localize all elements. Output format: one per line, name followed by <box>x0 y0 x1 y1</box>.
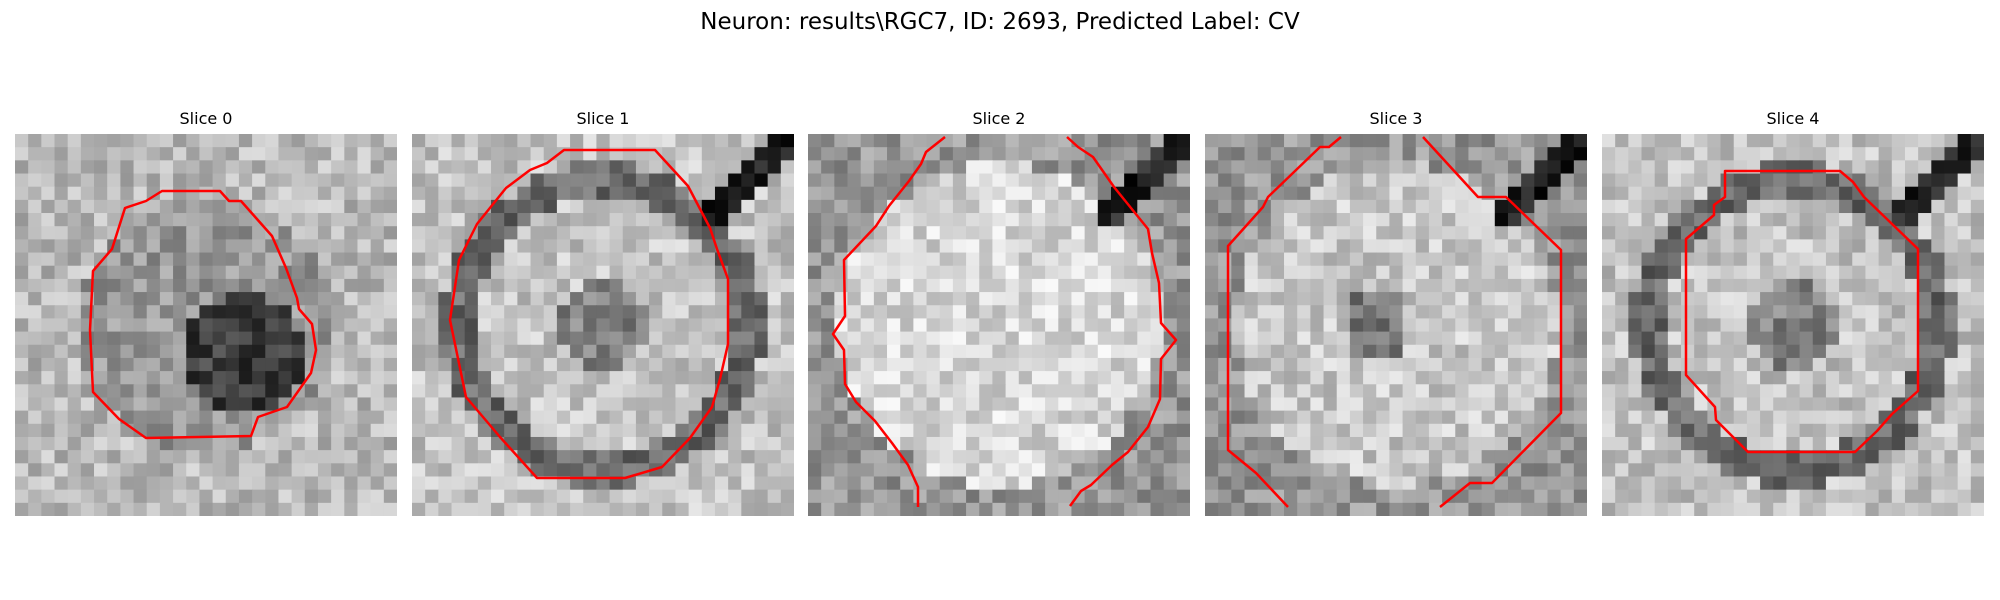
slice-panel-2: Slice 2 <box>808 108 1190 516</box>
cell-contour <box>88 189 318 440</box>
slice-title: Slice 3 <box>1369 109 1423 128</box>
slice-panel-3: Slice 3 <box>1205 108 1587 516</box>
slice-image <box>808 134 1190 516</box>
image-pixels <box>412 134 794 516</box>
image-pixels <box>1205 134 1587 516</box>
slice-panel-4: Slice 4 <box>1602 108 1984 516</box>
figure-title: Neuron: results\RGC7, ID: 2693, Predicte… <box>700 9 1300 35</box>
image-pixels <box>1602 134 1984 516</box>
slice-title: Slice 1 <box>576 109 630 128</box>
slice-title: Slice 4 <box>1766 109 1820 128</box>
slice-image <box>1602 134 1984 516</box>
cell-contour <box>1684 169 1920 454</box>
cell-contour <box>448 148 730 480</box>
slice-title: Slice 2 <box>972 109 1026 128</box>
slice-panel-0: Slice 0 <box>15 108 397 516</box>
slice-image <box>15 134 397 516</box>
slice-title: Slice 0 <box>179 109 233 128</box>
slice-panel-1: Slice 1 <box>412 108 794 516</box>
slice-image <box>1205 134 1587 516</box>
image-pixels <box>15 134 397 516</box>
cell-contour <box>831 136 1178 507</box>
cell-contour <box>1226 136 1563 508</box>
image-pixels <box>808 134 1190 516</box>
slice-image <box>412 134 794 516</box>
